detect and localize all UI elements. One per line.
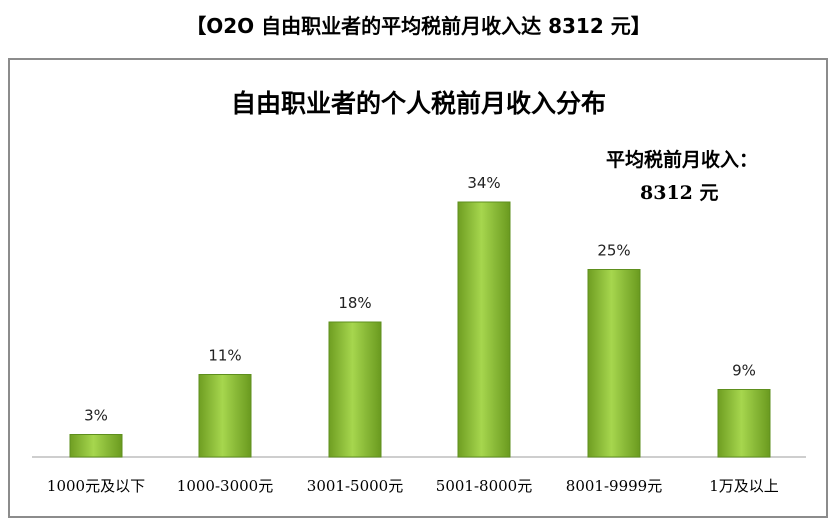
page-title: 【O2O 自由职业者的平均税前月收入达 8312 元】 [186,14,651,38]
category-label-5: 1万及以上 [709,477,779,495]
average-income-label: 平均税前月收入： [606,149,759,171]
bar-1 [198,374,252,458]
chart-frame [8,58,828,518]
value-label-0: 3% [84,407,108,425]
value-label-1: 11% [208,347,241,365]
value-label-2: 18% [338,294,371,312]
bar-5 [717,389,771,458]
category-label-1: 1000-3000元 [177,477,273,495]
bar-0 [69,434,123,458]
bar-2 [328,321,382,458]
category-label-3: 5001-8000元 [436,477,532,495]
value-label-3: 34% [467,174,500,192]
value-label-4: 25% [597,242,630,260]
average-income-value: 8312 元 [640,182,719,204]
category-label-0: 1000元及以下 [47,477,145,495]
category-label-4: 8001-9999元 [566,477,662,495]
chart-title: 自由职业者的个人税前月收入分布 [230,89,606,118]
category-label-2: 3001-5000元 [307,477,403,495]
value-label-5: 9% [732,362,756,380]
bar-3 [457,201,511,458]
bar-4 [587,269,641,458]
